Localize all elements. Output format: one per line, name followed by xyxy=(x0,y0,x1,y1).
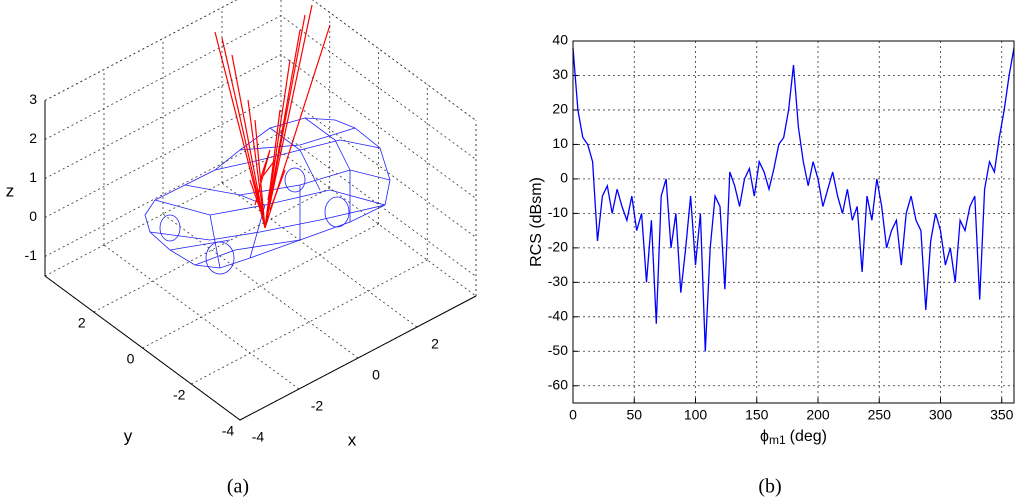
x-axis-symbol: ϕ xyxy=(760,428,769,445)
wall-grid-line xyxy=(44,15,477,160)
y-axis-label: RCS (dBsm) xyxy=(528,177,545,267)
z-tick-label: -1 xyxy=(25,247,38,263)
y-tick-label: -20 xyxy=(548,239,568,255)
caption: (a) xyxy=(227,476,249,498)
y-tick-label: 40 xyxy=(552,32,568,48)
panel-b: -60 -50 -40 -30 -20 -10 0 10 20 30 40 0 50 100 150 200 2… xyxy=(528,32,1015,498)
y-tick-label: 30 xyxy=(552,66,568,82)
y-tick-label: -50 xyxy=(548,342,568,358)
y-tick-label: -40 xyxy=(548,308,568,324)
rcs-line xyxy=(572,47,1015,352)
x-tick-label: -2 xyxy=(311,398,324,414)
wall-grid-line xyxy=(44,0,477,121)
wall-grid-line xyxy=(44,93,477,238)
z-tick-label: 2 xyxy=(29,130,37,146)
y-tick-label: -30 xyxy=(548,273,568,289)
x-axis-label: ϕm1 (deg) xyxy=(760,428,827,447)
x-tick-label: 200 xyxy=(806,407,830,423)
x-axis-label: x xyxy=(348,430,357,449)
ray-bundle xyxy=(214,4,331,229)
x-tick-label: 350 xyxy=(990,407,1014,423)
x-tick-label: -4 xyxy=(252,429,265,445)
caption: (b) xyxy=(758,476,781,498)
z-tick-label: 1 xyxy=(29,169,37,185)
floor-grid-line xyxy=(221,182,418,328)
y-tick-label: 0 xyxy=(560,170,568,186)
x-axis-subscript: m1 xyxy=(769,433,786,447)
x-tick-label: 50 xyxy=(626,407,642,423)
z-tick-label: 0 xyxy=(29,208,37,224)
y-tick-label: -2 xyxy=(173,387,186,403)
car-wireframe xyxy=(144,117,391,275)
wall-grid-line xyxy=(44,54,477,199)
box-edge xyxy=(44,0,477,121)
wall-grid-line xyxy=(44,132,477,277)
x-tick-label: 0 xyxy=(372,367,380,383)
panel-a: -4 -2 0 2 -4 -2 0 2 -1 0 1 2 3 x y z (a) xyxy=(6,0,477,498)
x-tick-label: 150 xyxy=(745,407,769,423)
x-tick-label: 100 xyxy=(684,407,708,423)
y-tick-label: -10 xyxy=(548,204,568,220)
y-tick-label: 10 xyxy=(552,135,568,151)
y-tick-label: 0 xyxy=(127,351,135,367)
y-axis-label: y xyxy=(124,426,133,445)
z-tick-label: 3 xyxy=(29,91,37,107)
y-tick-label: 2 xyxy=(78,315,86,331)
floor-grid-line xyxy=(162,213,359,359)
z-axis-label: z xyxy=(6,181,15,200)
y-tick-label: -60 xyxy=(548,376,568,392)
x-tick-label: 2 xyxy=(431,336,439,352)
x-tick-label: 250 xyxy=(868,407,892,423)
plot-frame xyxy=(572,40,1015,404)
x-tick-label: 300 xyxy=(929,407,953,423)
axis-line xyxy=(44,275,477,421)
x-axis-unit: (deg) xyxy=(790,428,827,445)
x-tick-label: 0 xyxy=(569,407,577,423)
y-tick-label: 20 xyxy=(552,101,568,117)
y-tick-label: -4 xyxy=(222,423,235,439)
